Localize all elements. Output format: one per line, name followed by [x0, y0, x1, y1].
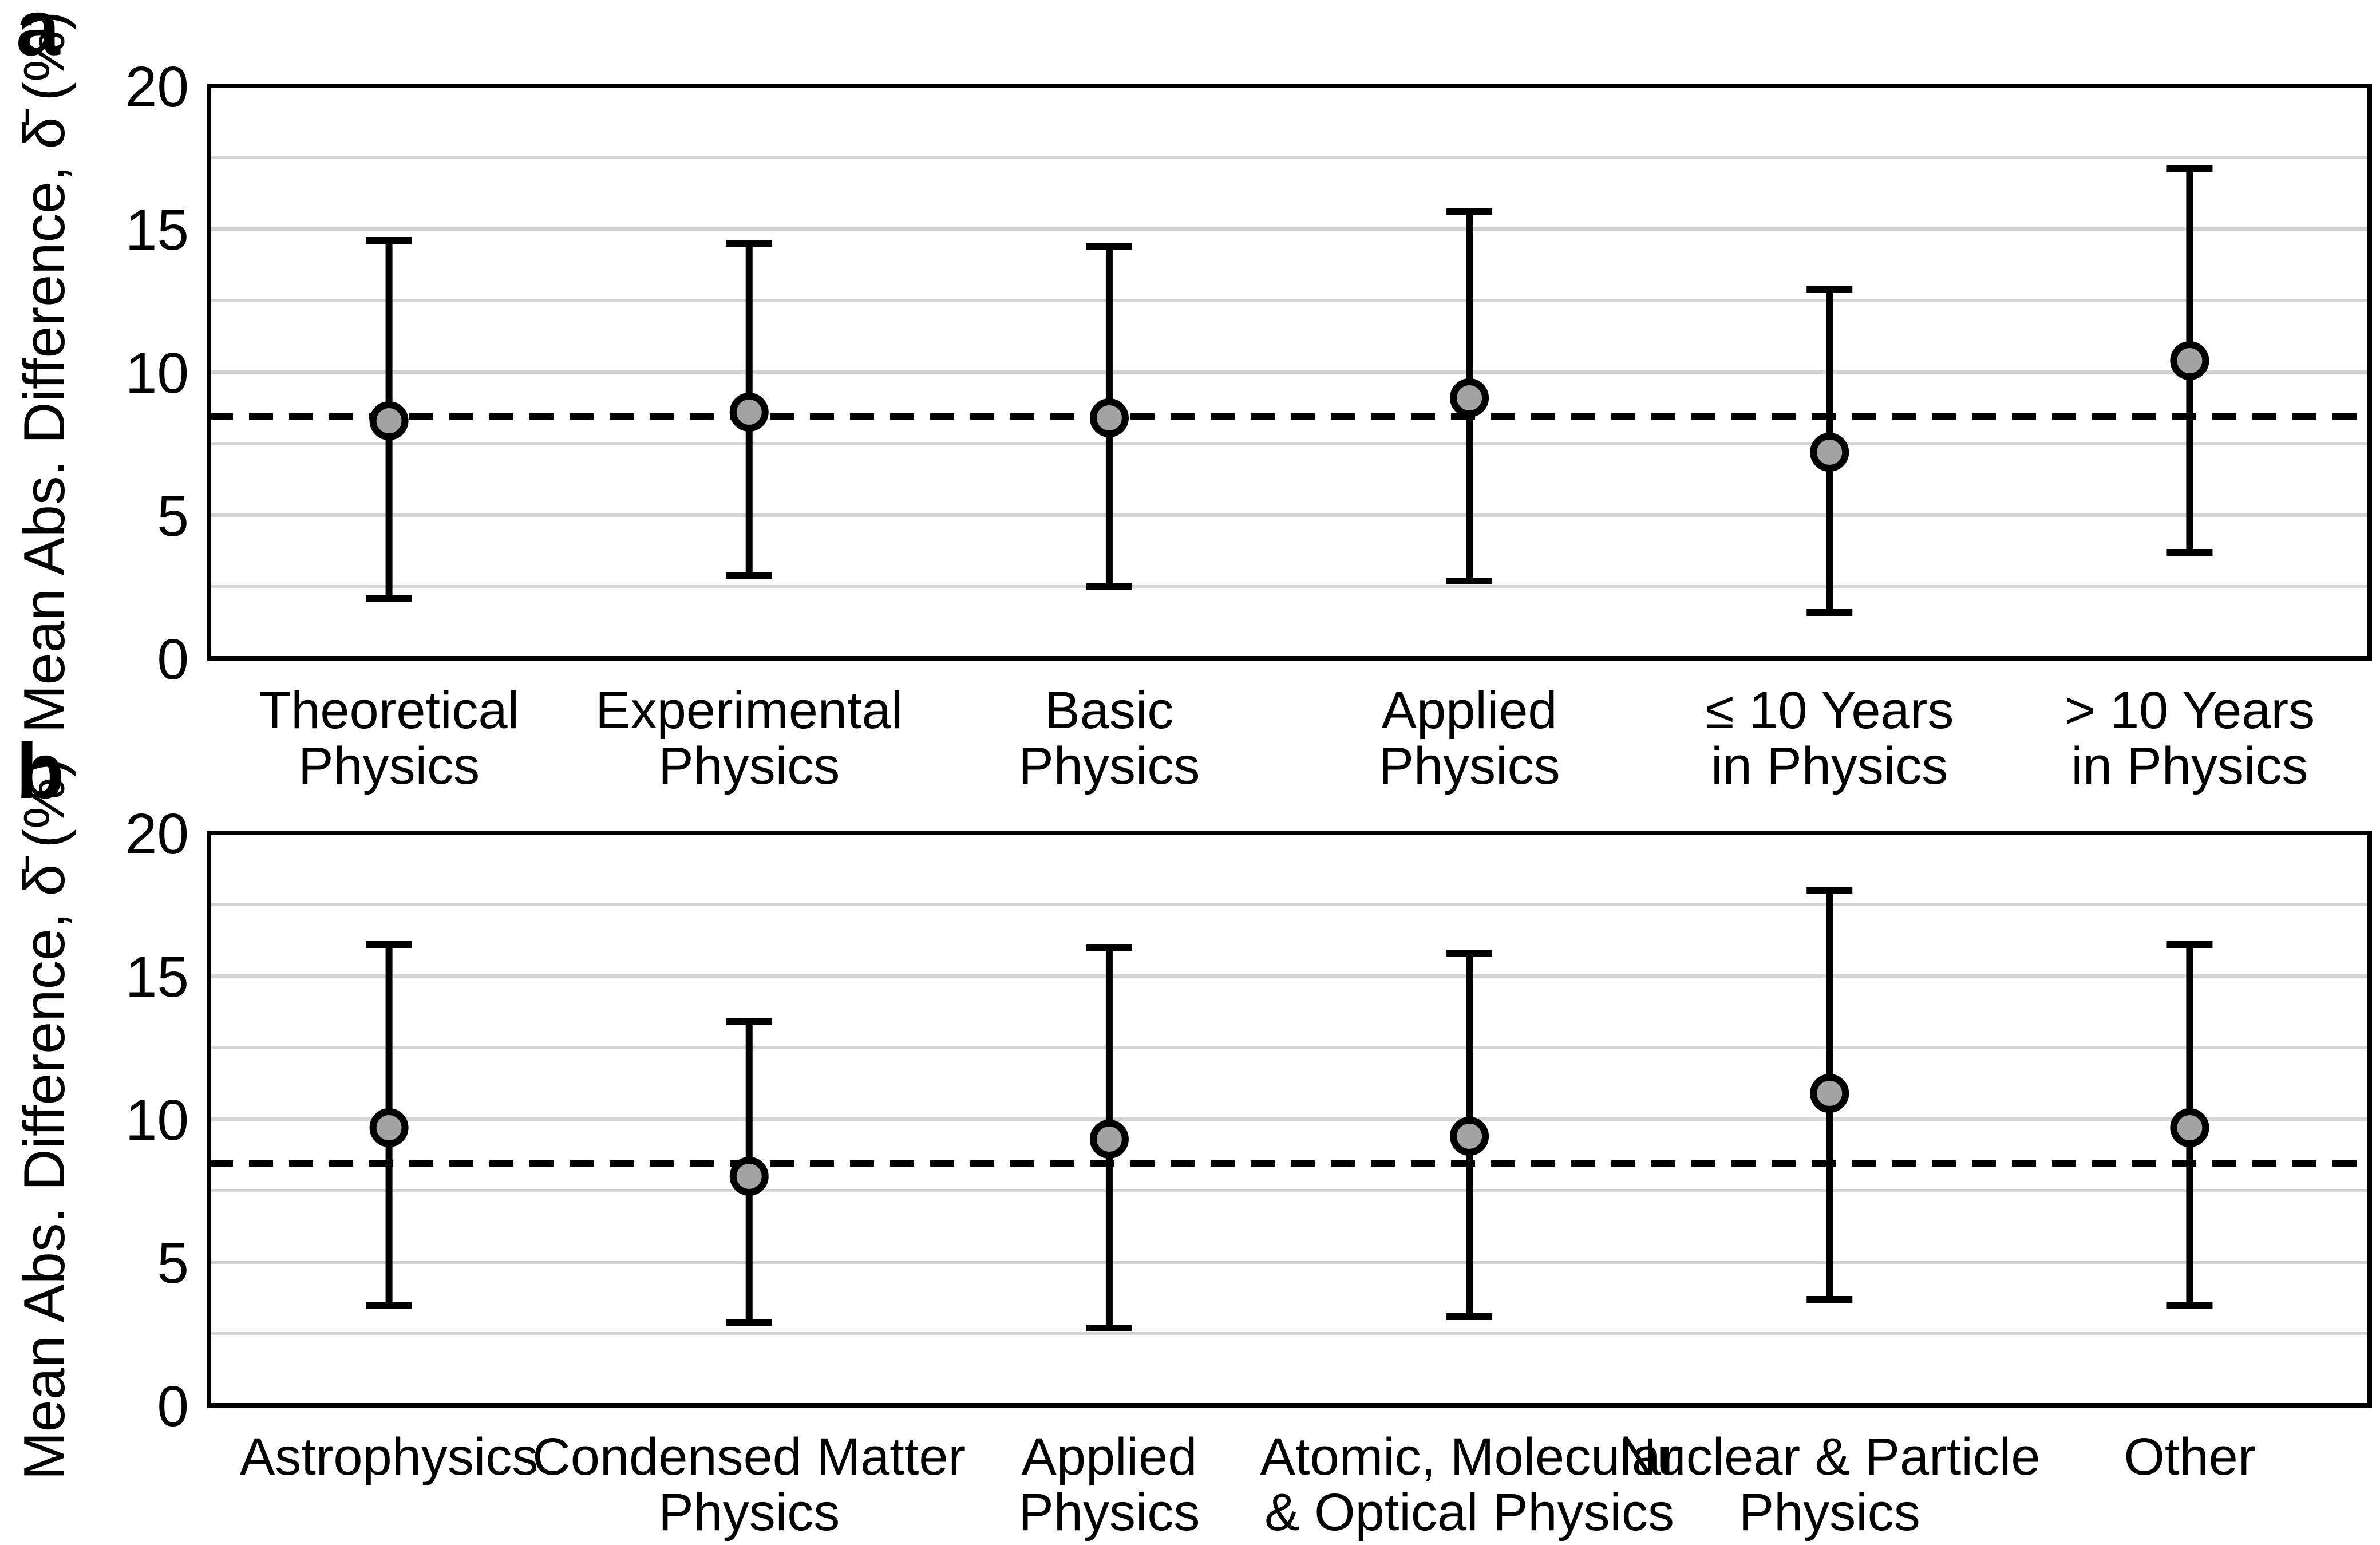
- data-point-marker: [1450, 1117, 1489, 1156]
- x-category-label: ≤ 10 Years in Physics: [1705, 681, 1954, 795]
- x-category-label: Condensed Matter Physics: [532, 1428, 966, 1542]
- x-category-label: Nuclear & Particle Physics: [1619, 1428, 2040, 1542]
- x-category-label: Other: [2124, 1428, 2255, 1486]
- panel-a: 0 5 10 15 20 Theoretical Physics Experimental Ph…: [13, 0, 2372, 795]
- plot-frame: [207, 84, 2372, 661]
- y-tick-label: 15: [125, 945, 189, 1009]
- y-tick-label: 20: [125, 802, 189, 866]
- data-point-marker: [1810, 1074, 1849, 1113]
- error-bar: [366, 941, 412, 1309]
- y-tick-label: 10: [125, 1088, 189, 1152]
- y-axis-title: Mean Abs. Difference, δ̄ (%): [13, 758, 77, 1480]
- error-bar: [1086, 243, 1132, 590]
- data-point-marker: [369, 401, 409, 440]
- x-category-label: Astrophysics: [240, 1428, 539, 1486]
- error-bar: [1446, 208, 1493, 584]
- error-bar: [1446, 950, 1493, 1320]
- error-bar: [1806, 286, 1853, 616]
- x-category-label: Theoretical Physics: [259, 681, 519, 795]
- error-bar: [1086, 944, 1132, 1331]
- y-tick-label: 5: [157, 1231, 189, 1295]
- data-point-marker: [2170, 1108, 2209, 1147]
- error-bar: [2166, 165, 2213, 556]
- data-point-marker: [729, 1157, 769, 1196]
- plot-frame: [207, 831, 2372, 1408]
- data-point-marker: [729, 393, 769, 432]
- x-category-label: > 10 Years in Physics: [2065, 681, 2315, 795]
- y-axis-title: Mean Abs. Difference, δ̄ (%): [13, 11, 77, 733]
- error-bar: [726, 240, 772, 579]
- data-point-marker: [1089, 1120, 1129, 1159]
- data-point-marker: [1810, 433, 1849, 472]
- data-point-marker: [369, 1108, 409, 1147]
- error-bar: [1806, 887, 1853, 1303]
- y-tick-label: 15: [125, 198, 189, 262]
- y-tick-label: 5: [157, 484, 189, 548]
- y-tick-label: 0: [157, 627, 189, 692]
- panel-letter-a: a: [16, 0, 61, 72]
- x-category-label: Experimental Physics: [595, 681, 903, 795]
- panel-letter-b: b: [16, 727, 64, 815]
- error-bar: [366, 237, 412, 602]
- x-category-label: Applied Physics: [1379, 681, 1560, 795]
- y-tick-label: 0: [157, 1374, 189, 1439]
- data-point-marker: [1089, 398, 1129, 437]
- x-category-label: Applied Physics: [1018, 1428, 1200, 1542]
- x-category-label: Basic Physics: [1018, 681, 1200, 795]
- x-category-label: Atomic, Molecular & Optical Physics: [1260, 1428, 1679, 1542]
- data-point-marker: [1450, 378, 1489, 417]
- y-tick-label: 10: [125, 341, 189, 405]
- error-bar: [726, 1018, 772, 1326]
- y-tick-label: 20: [125, 55, 189, 119]
- error-bar: [2166, 941, 2213, 1309]
- data-point-marker: [2170, 341, 2209, 380]
